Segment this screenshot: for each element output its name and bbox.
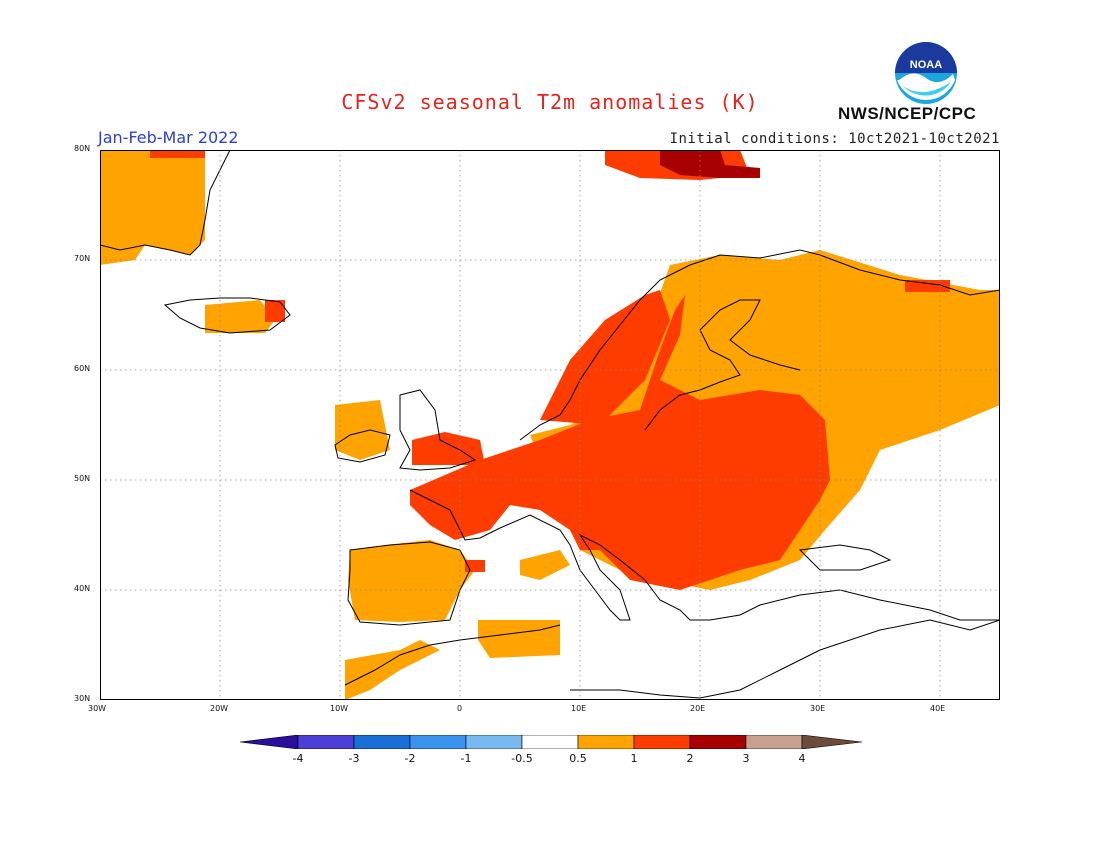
colorbar-seg-4 <box>465 735 523 749</box>
colorbar-label: 1 <box>630 752 638 765</box>
colorbar-seg-8 <box>689 735 747 749</box>
lon-label-10e: 10E <box>571 704 587 713</box>
colorbar-label: -4 <box>292 752 304 765</box>
colorbar-label: -0.5 <box>511 752 533 765</box>
noaa-logo: NOAA <box>895 42 957 104</box>
colorbar-label: 4 <box>798 752 806 765</box>
lon-label-10w: 10W <box>330 704 349 713</box>
chart-title: CFSv2 seasonal T2m anomalies (K) <box>341 90 759 114</box>
colorbar-label: 0.5 <box>569 752 587 765</box>
colorbar-label: 3 <box>742 752 750 765</box>
lat-label-70n: 70N <box>74 254 91 263</box>
colorbar-seg-5 <box>521 735 579 749</box>
lon-label-30e: 30E <box>810 704 826 713</box>
lon-label-20w: 20W <box>210 704 229 713</box>
lat-label-60n: 60N <box>74 364 91 373</box>
lon-label-0: 0 <box>457 704 463 713</box>
initial-conditions-label: Initial conditions: 10ct2021-10ct2021 <box>669 131 1000 147</box>
coastlines <box>100 150 1000 699</box>
period-label: Jan-Feb-Mar 2022 <box>98 128 239 147</box>
colorbar-seg-10 <box>801 735 862 749</box>
lon-label-20e: 20E <box>690 704 706 713</box>
lat-label-80n: 80N <box>74 144 91 153</box>
colorbar-seg-6 <box>577 735 635 749</box>
colorbar-label: -2 <box>404 752 416 765</box>
agency-label: NWS/NCEP/CPC <box>838 104 977 123</box>
anomaly-map <box>100 150 1000 700</box>
lon-label-30w: 30W <box>88 704 107 713</box>
colorbar-seg-1 <box>297 735 355 749</box>
lon-label-40e: 40E <box>930 704 946 713</box>
colorbar-seg-9 <box>745 735 803 749</box>
colorbar-seg-7 <box>633 735 691 749</box>
anomaly-fill-darkred <box>660 150 760 178</box>
colorbar-label: -3 <box>348 752 360 765</box>
lat-label-40n: 40N <box>74 584 91 593</box>
graticule <box>100 150 1000 700</box>
colorbar <box>240 735 862 749</box>
logo-text: NOAA <box>910 59 942 71</box>
colorbar-label: -1 <box>460 752 472 765</box>
colorbar-seg-2 <box>353 735 411 749</box>
lat-label-50n: 50N <box>74 474 91 483</box>
colorbar-seg-0 <box>240 735 299 749</box>
lat-label-30n: 30N <box>74 694 91 703</box>
colorbar-label: 2 <box>686 752 694 765</box>
colorbar-seg-3 <box>409 735 467 749</box>
